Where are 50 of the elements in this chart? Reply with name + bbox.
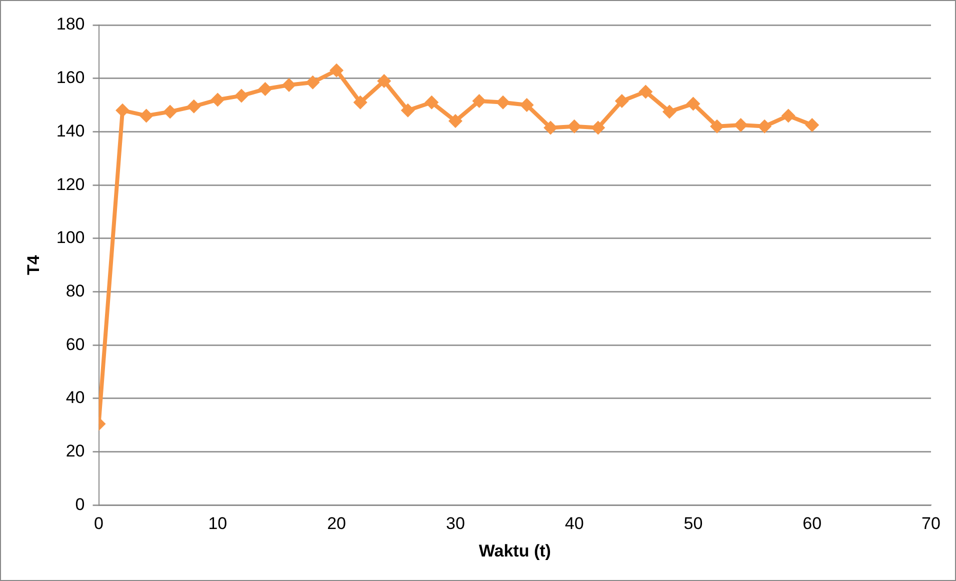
point xyxy=(734,118,748,132)
point xyxy=(686,96,700,111)
point xyxy=(591,120,606,135)
x-tick-label: 20 xyxy=(327,514,346,534)
y-tick-label: 160 xyxy=(56,68,85,88)
y-tick-label: 0 xyxy=(75,494,85,514)
point xyxy=(614,94,629,108)
x-axis-title: Waktu (t) xyxy=(478,541,551,560)
x-tick-label: 50 xyxy=(684,514,703,534)
y-tick-label: 180 xyxy=(56,14,85,34)
point xyxy=(377,74,392,88)
point xyxy=(210,92,225,107)
point xyxy=(781,108,796,123)
y-tick-label: 40 xyxy=(66,388,85,408)
point xyxy=(758,119,772,134)
y-axis-title: T4 xyxy=(24,254,43,276)
point xyxy=(472,94,486,108)
y-tick-label: 100 xyxy=(56,228,85,248)
x-tick-label: 30 xyxy=(446,514,465,534)
point xyxy=(544,120,558,135)
point xyxy=(662,104,676,119)
x-tick-label: 70 xyxy=(922,514,940,534)
x-tick-label: 10 xyxy=(208,514,228,534)
point xyxy=(496,95,510,110)
point xyxy=(520,98,534,112)
point xyxy=(186,99,201,114)
point xyxy=(448,114,462,128)
y-tick-label: 120 xyxy=(56,174,85,194)
y-tick-label: 80 xyxy=(66,281,85,300)
point xyxy=(139,108,154,123)
point xyxy=(567,119,582,134)
point xyxy=(234,88,248,103)
point xyxy=(710,119,724,134)
point xyxy=(638,84,653,99)
point xyxy=(353,95,368,110)
x-tick-label: 60 xyxy=(802,514,822,534)
y-tick-label: 140 xyxy=(56,121,85,140)
point xyxy=(400,103,415,118)
y-tick-label: 20 xyxy=(66,442,85,461)
point xyxy=(258,82,272,96)
point xyxy=(163,104,178,119)
point xyxy=(282,78,296,92)
point xyxy=(330,63,344,78)
y-tick-label: 60 xyxy=(66,334,85,354)
x-tick-label: 0 xyxy=(94,514,104,534)
point xyxy=(306,75,320,90)
point xyxy=(805,118,820,132)
point xyxy=(424,95,439,110)
point xyxy=(116,103,130,118)
x-tick-label: 40 xyxy=(564,514,584,534)
